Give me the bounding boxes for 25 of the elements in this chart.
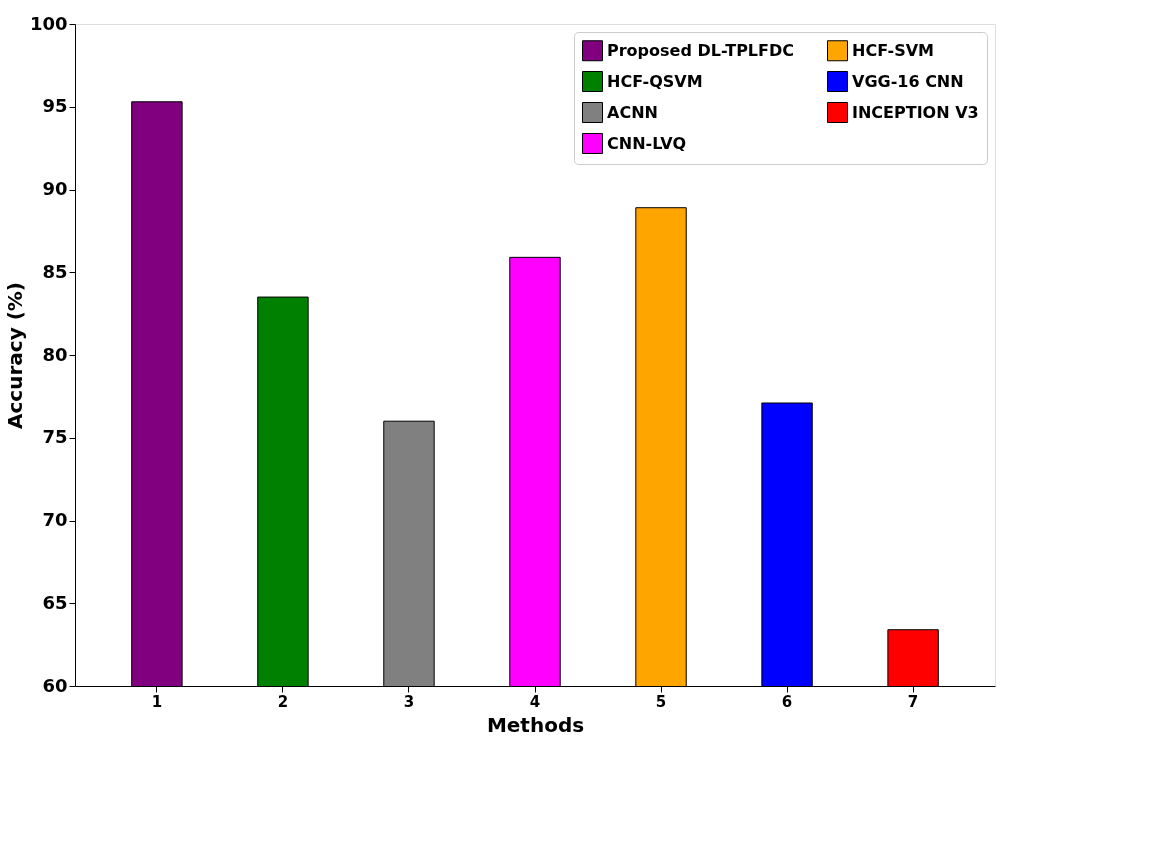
y-tick-label: 85 xyxy=(42,260,68,282)
y-tick-label: 60 xyxy=(42,674,68,696)
y-tick-label: 80 xyxy=(42,343,68,365)
legend-label: CNN-LVQ xyxy=(607,133,687,153)
legend-label: HCF-QSVM xyxy=(607,71,703,91)
x-tick-label: 1 xyxy=(151,692,163,711)
x-tick-label: 2 xyxy=(277,692,289,711)
y-tick-label: 90 xyxy=(42,178,68,199)
y-axis-title: Accuracy (%) xyxy=(2,282,27,429)
x-tick-label: 3 xyxy=(403,692,415,711)
y-tick-label: 100 xyxy=(29,12,68,34)
y-tick-label: 75 xyxy=(42,426,68,448)
legend-label: Proposed DL-TPLFDC xyxy=(607,40,795,60)
y-tick-label: 95 xyxy=(42,95,68,117)
legend-label: HCF-SVM xyxy=(852,40,935,60)
x-tick-label: 6 xyxy=(781,692,793,711)
x-tick-label: 4 xyxy=(529,692,541,711)
legend-label: ACNN xyxy=(607,102,658,122)
x-tick-label: 5 xyxy=(655,692,667,711)
legend-label: VGG-16 CNN xyxy=(852,71,964,91)
y-tick-label: 70 xyxy=(42,509,68,530)
y-tick-label: 65 xyxy=(42,591,68,613)
legend-label: INCEPTION V3 xyxy=(852,102,979,122)
x-axis-title: Methods xyxy=(486,712,585,737)
x-tick-label: 7 xyxy=(907,692,919,711)
